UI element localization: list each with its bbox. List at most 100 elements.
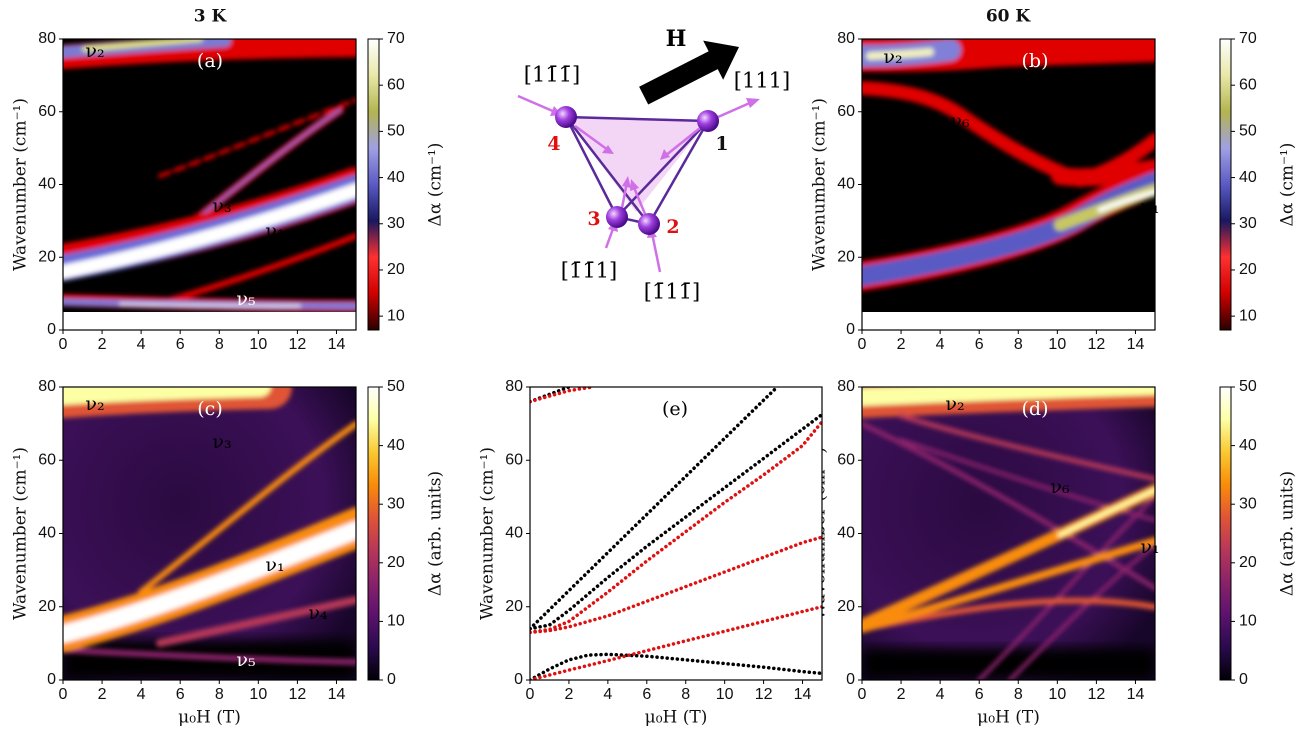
annotation: (c) [197, 398, 222, 420]
y-tick-label: 80 [38, 30, 56, 47]
y-tick-label: 80 [505, 378, 523, 395]
dotted-curve [530, 387, 779, 631]
x-tick-label: 6 [176, 336, 185, 353]
x-tick-label: 8 [1014, 686, 1023, 703]
x-tick-label: 12 [755, 686, 773, 703]
colorbar-tick-label: 30 [387, 495, 405, 512]
y-tick-label: 20 [38, 248, 56, 265]
annotation: ν₆ [950, 110, 970, 132]
x-tick-label: 10 [249, 336, 267, 353]
colorbar-tick-label: 70 [387, 30, 405, 47]
y-tick-label: 0 [846, 321, 855, 338]
colorbar-tick-label: 60 [1239, 76, 1257, 93]
site-label: 4 [547, 133, 560, 155]
x-tick-label: 8 [1014, 336, 1023, 353]
heatmap-image [862, 39, 1155, 330]
x-tick-label: 6 [176, 686, 185, 703]
annotation: ν₆ [1050, 476, 1070, 498]
colorbar-tick-label: 40 [387, 437, 405, 454]
y-tick-label: 40 [837, 176, 855, 193]
tetra-face [566, 117, 708, 212]
x-axis-label: μ₀H (T) [178, 708, 241, 728]
annotation: (d) [1022, 398, 1049, 420]
x-tick-label: 14 [1127, 686, 1145, 703]
y-tick-label: 0 [47, 321, 56, 338]
x-tick-label: 4 [936, 336, 945, 353]
y-tick-label: 0 [47, 671, 56, 688]
annotation: ν₄ [308, 256, 328, 278]
colorbar-tick-label: 20 [1239, 554, 1257, 571]
annotation: ν₁ [265, 554, 284, 576]
annotation: ν₅ [236, 288, 255, 310]
y-axis-label: Wavenumber (cm⁻¹) [11, 447, 31, 620]
heatmap-image [63, 387, 356, 680]
annotation: ν₂ [945, 393, 964, 415]
colorbar-tick-label: 50 [1239, 378, 1257, 395]
annotation: ν₁ [1140, 196, 1159, 218]
colorbar-label: Δα (arb. units) [1278, 471, 1298, 596]
annotation: ν₃ [212, 195, 231, 217]
colorbar-tick-label: 0 [1239, 671, 1248, 688]
column-title: 3 K [194, 7, 228, 27]
colorbar-tick-label: 10 [387, 613, 405, 630]
y-tick-label: 60 [38, 103, 56, 120]
colorbar-tick-label: 0 [387, 671, 396, 688]
y-tick-label: 40 [837, 525, 855, 542]
colorbar [367, 386, 380, 681]
dotted-curve [530, 387, 571, 404]
x-tick-label: 12 [289, 336, 307, 353]
dotted-curve [530, 420, 822, 635]
x-tick-label: 2 [98, 686, 107, 703]
x-tick-label: 2 [897, 686, 906, 703]
field-arrow [639, 40, 740, 105]
colorbar-label: Δα (arb. units) [426, 471, 446, 596]
x-tick-label: 10 [1048, 336, 1066, 353]
colorbar-tick-label: 10 [387, 307, 405, 324]
y-tick-label: 40 [38, 176, 56, 193]
colorbar-tick-label: 50 [387, 123, 405, 140]
colorbar-tick-label: 50 [387, 378, 405, 395]
dotted-curve [530, 535, 822, 635]
y-axis-label: Wavenumber (cm⁻¹) [810, 98, 830, 271]
x-tick-label: 8 [681, 686, 690, 703]
annotation: (e) [662, 398, 688, 420]
x-tick-label: 4 [137, 686, 146, 703]
x-tick-label: 12 [289, 686, 307, 703]
colorbar-tick-label: 30 [1239, 215, 1257, 232]
annotation: ν₁ [265, 220, 284, 242]
x-tick-label: 6 [975, 336, 984, 353]
x-tick-label: 14 [794, 686, 812, 703]
y-tick-label: 60 [38, 451, 56, 468]
colorbar-tick-label: 30 [1239, 495, 1257, 512]
x-tick-label: 0 [526, 686, 535, 703]
x-tick-label: 14 [1127, 336, 1145, 353]
y-tick-label: 40 [505, 525, 523, 542]
x-tick-label: 0 [858, 336, 867, 353]
x-tick-label: 8 [215, 686, 224, 703]
dotted-curve [530, 652, 822, 680]
x-tick-label: 12 [1088, 686, 1106, 703]
colorbar-label: Δα (cm⁻¹) [1278, 143, 1298, 227]
spin-sites [555, 106, 719, 235]
plot-background [530, 387, 822, 680]
colorbar-tick-label: 40 [387, 169, 405, 186]
colorbar-tick-label: 50 [1239, 123, 1257, 140]
x-tick-label: 14 [328, 686, 346, 703]
annotation: ν₃ [212, 431, 231, 453]
y-tick-label: 20 [837, 598, 855, 615]
x-tick-label: 0 [59, 336, 68, 353]
annotation: ν₂ [85, 40, 104, 62]
x-tick-label: 12 [1088, 336, 1106, 353]
direction-label: [1̄11̄] [644, 280, 700, 304]
colorbar-tick-label: 60 [387, 76, 405, 93]
x-tick-label: 6 [642, 686, 651, 703]
x-tick-label: 10 [1048, 686, 1066, 703]
annotation: (b) [1022, 50, 1049, 72]
y-tick-label: 20 [505, 598, 523, 615]
annotation: (a) [197, 50, 223, 72]
x-axis-label: μ₀H (T) [645, 708, 708, 728]
x-tick-label: 0 [858, 686, 867, 703]
y-tick-label: 20 [38, 598, 56, 615]
x-tick-label: 0 [59, 686, 68, 703]
y-tick-label: 80 [38, 378, 56, 395]
